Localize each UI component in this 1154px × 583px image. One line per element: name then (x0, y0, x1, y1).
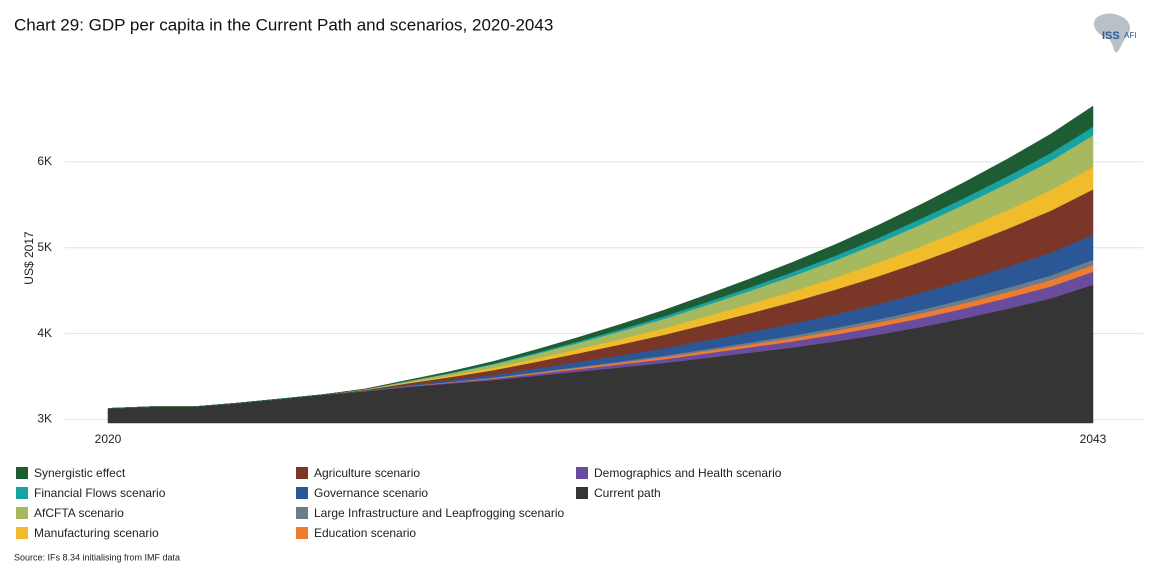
y-tick-label: 6K (37, 154, 52, 168)
area (107, 105, 1094, 409)
legend-label: Manufacturing scenario (34, 526, 159, 540)
legend-item: Education scenario (296, 526, 416, 540)
legend-item: Large Infrastructure and Leapfrogging sc… (296, 506, 564, 520)
chart-title: Chart 29: GDP per capita in the Current … (14, 15, 553, 34)
logo-map (1094, 13, 1130, 53)
legend-swatch (576, 467, 588, 479)
legend-label: AfCFTA scenario (34, 506, 124, 520)
legend-swatch (16, 527, 28, 539)
legend-item: Manufacturing scenario (16, 526, 159, 540)
legend-label: Financial Flows scenario (34, 486, 166, 500)
legend-label: Current path (594, 486, 661, 500)
legend-swatch (16, 487, 28, 499)
y-tick-label: 4K (37, 326, 52, 340)
legend-item: Agriculture scenario (296, 466, 420, 480)
legend-item: Governance scenario (296, 486, 428, 500)
legend-item: AfCFTA scenario (16, 506, 124, 520)
x-tick-label: 2043 (1080, 432, 1107, 446)
legend-item: Synergistic effect (16, 466, 126, 480)
legend-label: Agriculture scenario (314, 466, 420, 480)
x-tick-label: 2020 (95, 432, 122, 446)
y-tick-label: 3K (37, 412, 52, 426)
logo-text: AFI (1124, 31, 1136, 40)
logo-text: ISS (1102, 30, 1120, 42)
legend-label: Governance scenario (314, 486, 428, 500)
legend-label: Large Infrastructure and Leapfrogging sc… (314, 506, 564, 520)
legend-swatch (16, 507, 28, 519)
legend-label: Demographics and Health scenario (594, 466, 782, 480)
legend-label: Education scenario (314, 526, 416, 540)
y-axis-label: US$ 2017 (22, 231, 36, 285)
legend-item: Current path (576, 486, 661, 500)
source: Source: IFs 8.34 initialising from IMF d… (14, 552, 180, 562)
legend-swatch (576, 487, 588, 499)
legend-swatch (16, 467, 28, 479)
legend-swatch (296, 487, 308, 499)
legend-item: Demographics and Health scenario (576, 466, 782, 480)
legend-item: Financial Flows scenario (16, 486, 166, 500)
legend-swatch (296, 507, 308, 519)
y-tick-label: 5K (37, 240, 52, 254)
logo: ISS AFI (1094, 13, 1136, 53)
legend-swatch (296, 467, 308, 479)
legend-swatch (296, 527, 308, 539)
legend-label: Synergistic effect (34, 466, 126, 480)
